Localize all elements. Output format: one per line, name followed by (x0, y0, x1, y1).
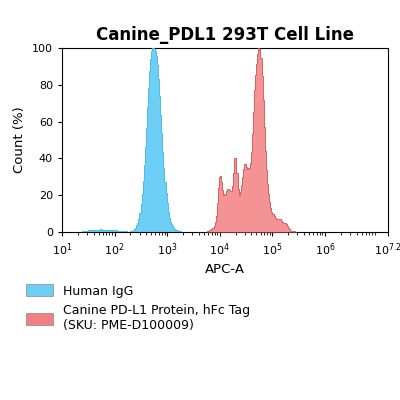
Y-axis label: Count (%): Count (%) (14, 107, 26, 173)
Legend: Human IgG, Canine PD-L1 Protein, hFc Tag
(SKU: PME-D100009): Human IgG, Canine PD-L1 Protein, hFc Tag… (26, 284, 250, 332)
X-axis label: APC-A: APC-A (205, 263, 245, 276)
Title: Canine_PDL1 293T Cell Line: Canine_PDL1 293T Cell Line (96, 26, 354, 44)
